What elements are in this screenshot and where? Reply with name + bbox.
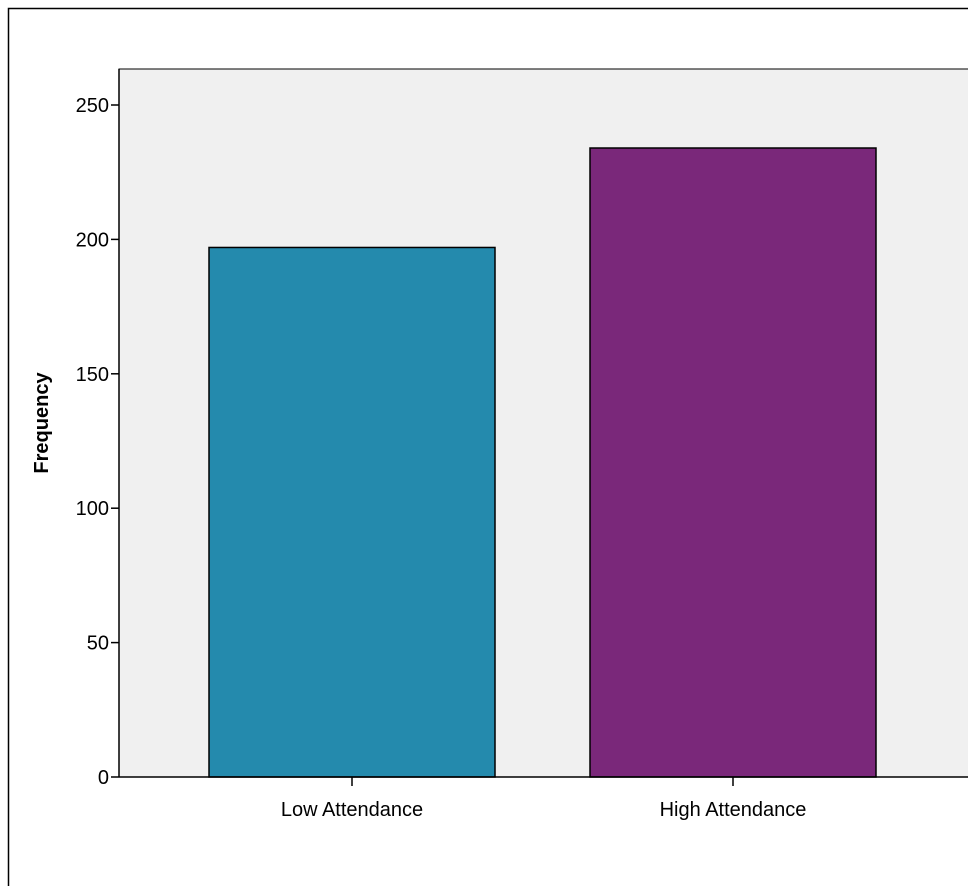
- y-tick-label: 50: [87, 633, 109, 655]
- bar-low-attendance: [209, 247, 495, 777]
- y-tick-label: 200: [76, 229, 109, 251]
- y-tick-label: 150: [76, 364, 109, 386]
- y-tick-label: 0: [98, 767, 109, 789]
- y-tick-label: 250: [76, 95, 109, 117]
- x-tick-label: Low Attendance: [281, 799, 423, 821]
- bar-high-attendance: [590, 148, 876, 777]
- y-axis-label: Frequency: [31, 372, 53, 474]
- x-tick-label: High Attendance: [660, 799, 807, 821]
- y-tick-label: 100: [76, 498, 109, 520]
